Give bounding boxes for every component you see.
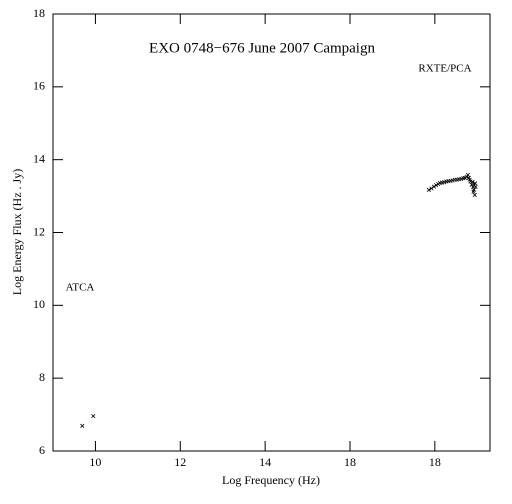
y-tick-label: 8 (39, 370, 45, 384)
data-point (434, 183, 439, 188)
data-point (470, 179, 475, 184)
y-axis-label: Log Energy Flux (Hz . Jy) (10, 169, 24, 295)
data-point (473, 181, 478, 186)
x-tick-label: 14 (259, 455, 271, 469)
annotation: ATCA (66, 282, 95, 294)
data-point (471, 189, 476, 194)
y-tick-label: 18 (33, 6, 45, 20)
x-tick-label: 10 (89, 455, 101, 469)
y-tick-label: 16 (33, 79, 45, 93)
y-tick-label: 6 (39, 443, 45, 457)
annotation: RXTE/PCA (418, 63, 471, 75)
x-tick-label: 18 (344, 455, 356, 469)
y-tick-label: 12 (33, 224, 45, 238)
y-tick-label: 14 (33, 151, 45, 165)
x-tick-label: 18 (429, 455, 441, 469)
data-point (473, 184, 478, 190)
x-axis-label: Log Frequency (Hz) (222, 473, 320, 487)
data-point (80, 423, 85, 428)
chart-title: EXO 0748−676 June 2007 Campaign (149, 40, 375, 56)
data-point (91, 413, 96, 419)
plot-frame (52, 13, 491, 452)
y-tick-label: 10 (33, 297, 45, 311)
data-point (431, 184, 437, 189)
x-tick-label: 12 (174, 455, 186, 469)
data-point (429, 186, 434, 191)
data-point (465, 172, 471, 178)
data-point (426, 187, 431, 192)
data-point (472, 192, 477, 198)
